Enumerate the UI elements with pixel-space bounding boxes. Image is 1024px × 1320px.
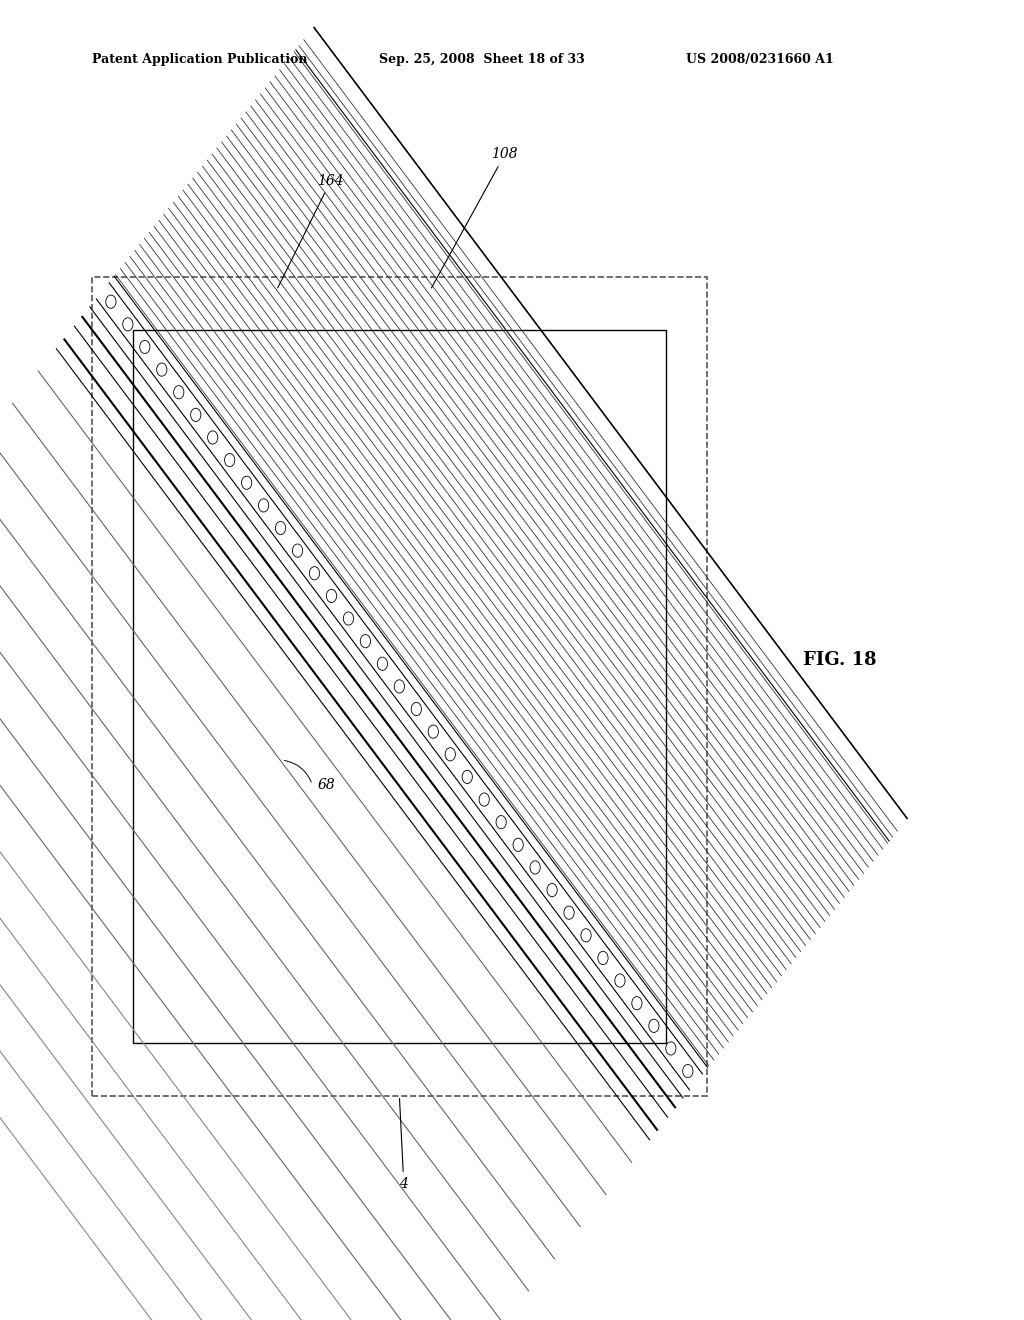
Text: Sep. 25, 2008  Sheet 18 of 33: Sep. 25, 2008 Sheet 18 of 33 [379,53,585,66]
Text: Patent Application Publication: Patent Application Publication [92,53,307,66]
Text: 164: 164 [278,174,344,288]
Text: 108: 108 [431,148,518,288]
Text: 4: 4 [399,1098,409,1191]
Text: FIG. 18: FIG. 18 [803,651,877,669]
Bar [92,277,707,1096]
Bar [133,330,666,1043]
Text: US 2008/0231660 A1: US 2008/0231660 A1 [686,53,834,66]
Text: 68: 68 [317,777,335,792]
